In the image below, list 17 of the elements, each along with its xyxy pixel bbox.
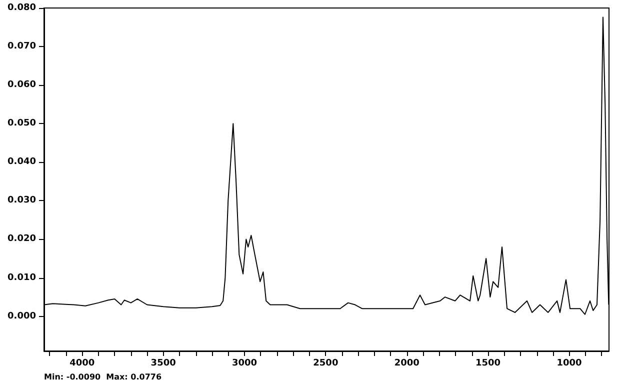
x-tick-label: 1500 [476,358,501,368]
y-tick-label: 0.070 [8,42,36,52]
y-tick-label: 0.000 [8,311,36,322]
x-tick-label: 2500 [313,358,338,368]
y-tick-label: 0.030 [8,196,36,206]
y-tick-label: 0.010 [8,272,36,283]
text: Min: -0.0090 Max: 0.0776 [44,372,162,382]
x-tick-label: 3000 [232,358,258,368]
y-tick-label: 0.080 [8,3,36,13]
y-tick-label: 0.060 [8,80,36,90]
x-tick-label: 4000 [70,358,95,368]
y-tick-label: 0.020 [8,234,36,244]
x-tick-label: 2000 [394,358,420,368]
x-tick-label: 1000 [556,358,582,368]
y-tick-label: 0.050 [8,118,36,129]
x-tick-label: 3500 [150,358,176,368]
y-tick-label: 0.040 [8,157,36,168]
